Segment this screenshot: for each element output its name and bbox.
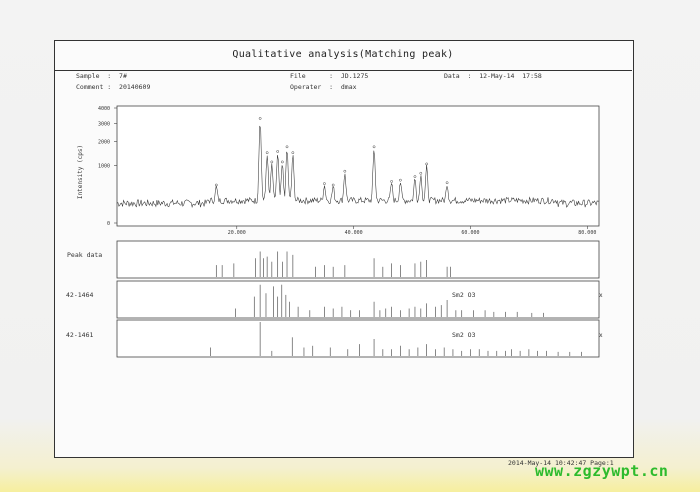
page-title: Qualitative analysis(Matching peak) (232, 49, 454, 60)
peak-marker (331, 183, 335, 187)
peak-marker (372, 145, 376, 149)
peak-data-label: Peak data (67, 251, 102, 259)
file-label: File : JD.1275 (290, 72, 369, 80)
diffraction-pattern-line (116, 125, 600, 209)
peak-marker (323, 182, 326, 185)
y-tick-label: 4000 (98, 106, 110, 112)
title-row: Qualitative analysis(Matching peak) (54, 40, 632, 71)
close-mark-42-1464: x (599, 292, 603, 299)
reference-panel-42-1464 (116, 280, 600, 319)
y-tick-label: 0 (107, 221, 110, 227)
peak-marker (291, 151, 295, 155)
y-axis-label: Intensity (cps) (77, 145, 84, 199)
comment-label: Comment : 20140609 (76, 83, 151, 91)
peak-marker (280, 160, 284, 164)
peak-marker (419, 171, 423, 175)
x-tick-label: 80.000 (578, 230, 596, 236)
phase-label-42-1461: Sm2 O3 (452, 331, 476, 339)
x-tick-label: 20.000 (228, 230, 246, 236)
peak-data-panel (116, 240, 600, 279)
reference-panel-42-1461 (116, 319, 600, 358)
sample-label: Sample : 7# (76, 72, 127, 80)
peak-marker (270, 160, 274, 164)
peak-marker (258, 117, 262, 120)
date-label: Data : 12-May-14 17:58 (444, 72, 542, 80)
close-mark-42-1461: x (599, 332, 603, 339)
peak-marker (285, 145, 289, 149)
x-tick-label: 60.000 (461, 230, 479, 236)
peak-marker (276, 150, 280, 153)
pattern-plot-area (116, 105, 600, 227)
watermark-url: www.zgzywpt.cn (535, 462, 669, 480)
peak-marker (265, 151, 269, 155)
peak-marker (214, 183, 218, 187)
peak-marker (425, 162, 428, 166)
y-tick-label: 3000 (98, 121, 110, 127)
x-tick-label: 40.000 (345, 230, 363, 236)
y-tick-label: 2000 (98, 140, 110, 146)
reference-label-42-1461: 42-1461 (66, 331, 93, 339)
reference-label-42-1464: 42-1464 (66, 291, 93, 299)
peak-marker (390, 180, 393, 183)
peak-marker (413, 175, 417, 178)
peak-marker (343, 169, 347, 173)
peak-marker (399, 178, 402, 182)
phase-label-42-1464: Sm2 O3 (452, 291, 476, 299)
peak-marker (445, 181, 449, 185)
operator-label: Operater : dmax (290, 83, 357, 91)
print-timestamp: 2014-May-14 10:42:47 Page:1 (508, 459, 614, 467)
y-tick-label: 1000 (98, 164, 110, 170)
